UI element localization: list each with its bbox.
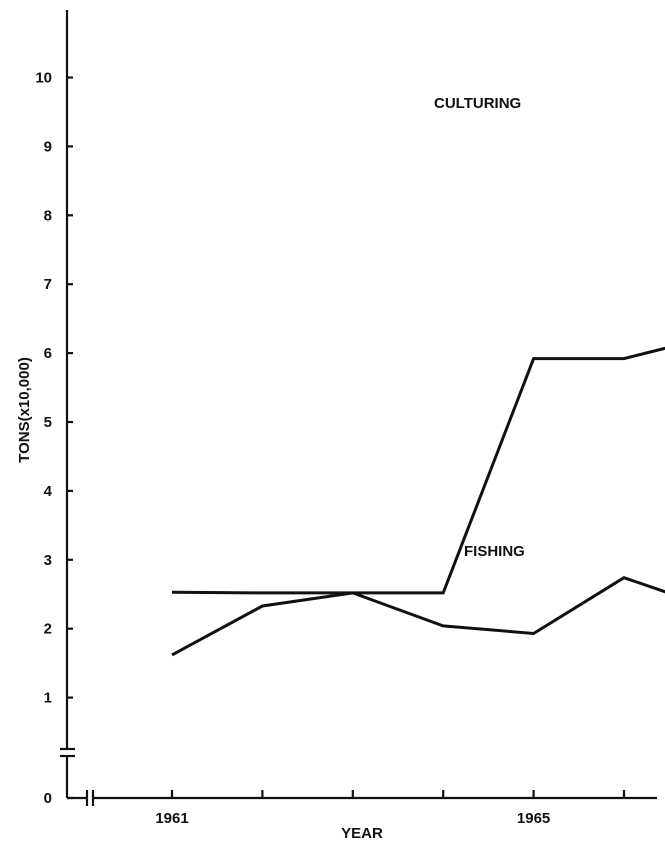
series-label-fishing: FISHING	[464, 543, 525, 560]
y-tick-label: 5	[44, 414, 52, 431]
axes	[60, 10, 657, 806]
x-axis-title: YEAR	[341, 825, 383, 842]
y-tick-label: 4	[44, 483, 53, 500]
x-tick-label: 1965	[517, 810, 550, 827]
y-tick-label: 8	[44, 207, 52, 224]
series-line-culturing	[172, 43, 665, 593]
y-tick-label: 10	[35, 70, 52, 87]
y-tick-label: 3	[44, 552, 52, 569]
y-axis-title: TONS(x10,000)	[16, 357, 33, 463]
series-line-fishing	[172, 558, 665, 655]
series-group	[172, 43, 665, 655]
y-tick-label: 6	[44, 345, 52, 362]
y-tick-label: 9	[44, 138, 52, 155]
series-label-culturing: CULTURING	[434, 95, 521, 112]
y-tick-label: 1	[44, 690, 52, 707]
y-tick-label: 0	[44, 790, 52, 807]
y-tick-label: 7	[44, 276, 52, 293]
y-tick-label: 2	[44, 621, 52, 638]
x-axis-ticks: 1961196519701975	[155, 790, 665, 827]
x-tick-label: 1961	[155, 810, 188, 827]
